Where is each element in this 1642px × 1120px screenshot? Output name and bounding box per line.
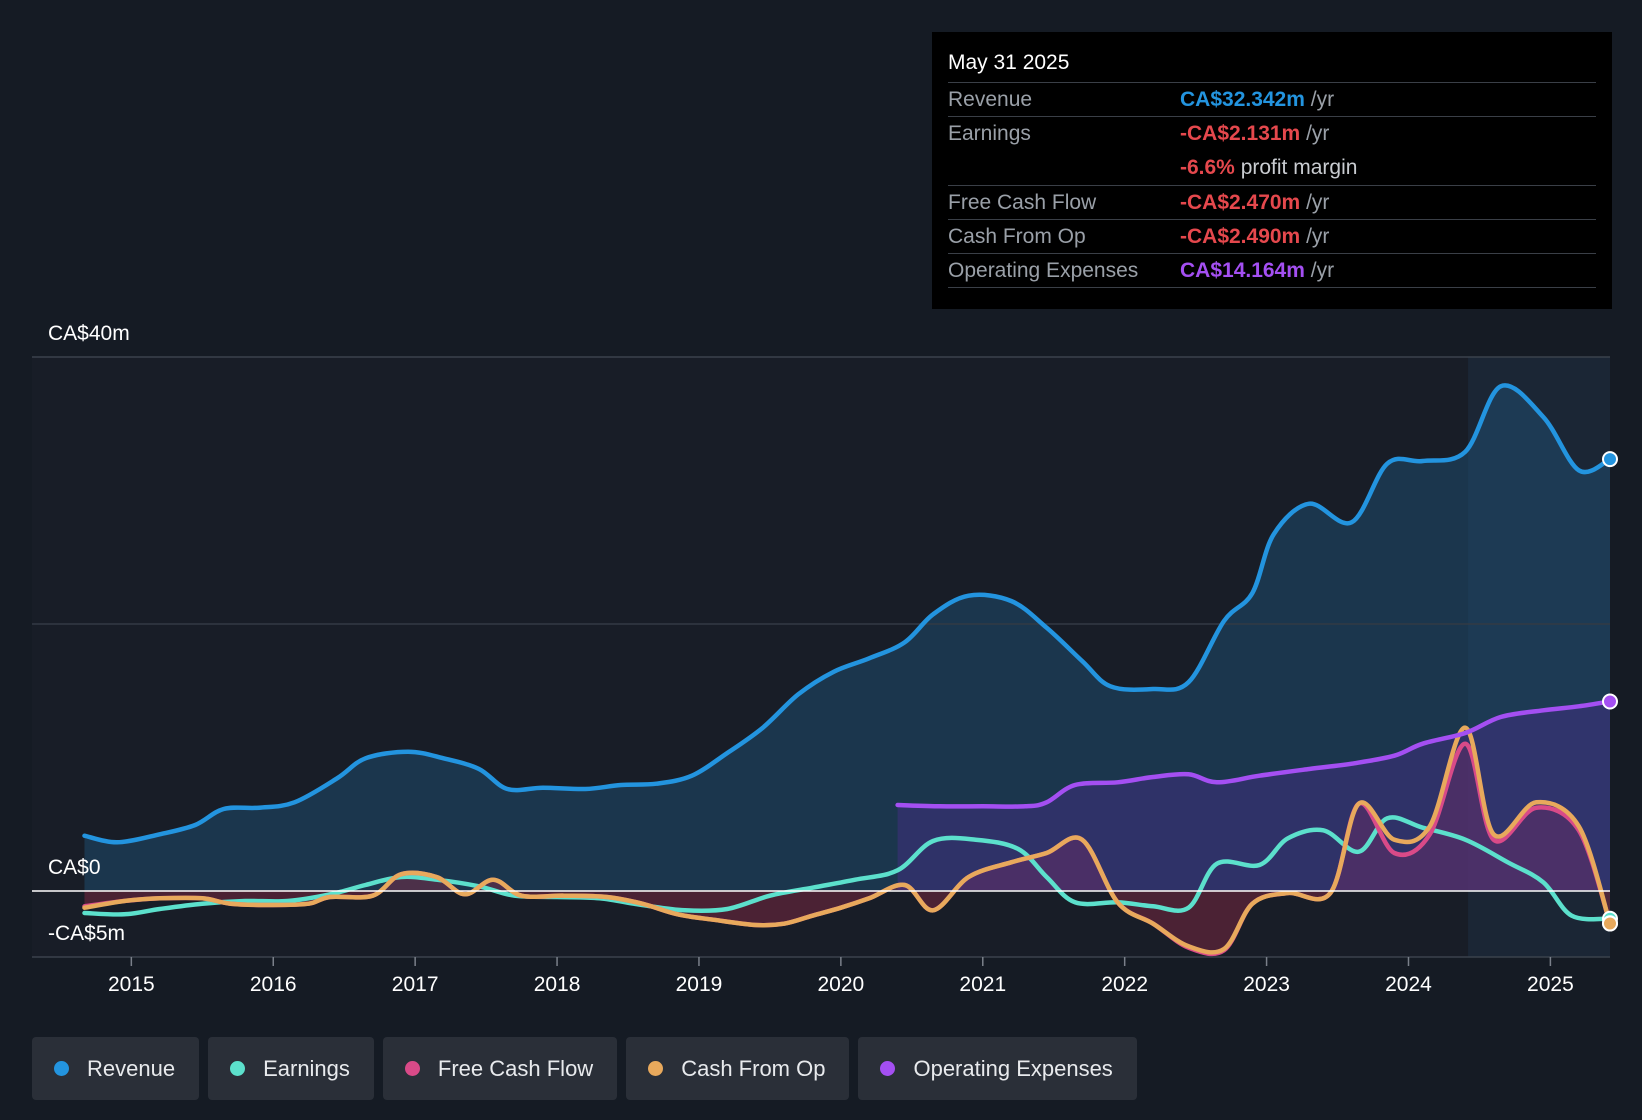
legend-label: Free Cash Flow — [437, 1055, 594, 1081]
line-cash-from-op — [82, 725, 1613, 955]
x-tick-label: 2023 — [1243, 973, 1290, 996]
legend-item-free-cash-flow[interactable]: Free Cash Flow — [382, 1037, 618, 1100]
tooltip-label: Cash From Op — [948, 225, 1086, 248]
tooltip-value: CA$32.342m — [1180, 88, 1305, 111]
x-tick-label: 2024 — [1385, 973, 1432, 996]
line-earnings — [82, 815, 1613, 922]
tooltip-value: -CA$2.490m — [1180, 225, 1301, 248]
tooltip-label: Operating Expenses — [948, 259, 1139, 282]
legend-dot-icon — [404, 1061, 420, 1076]
legend-item-cash-from-op[interactable]: Cash From Op — [626, 1037, 850, 1100]
tooltip-unit: /yr — [1310, 259, 1335, 282]
end-point-cash-from-op — [1602, 915, 1618, 932]
legend-dot-icon — [54, 1061, 69, 1076]
profit-margin-text: profit margin — [1240, 156, 1358, 179]
tooltip-label: Free Cash Flow — [948, 191, 1097, 214]
legend-label: Earnings — [263, 1055, 350, 1081]
x-tick-label: 2016 — [250, 973, 297, 996]
end-point-revenue — [1602, 451, 1618, 468]
tooltip-unit: /yr — [1310, 88, 1335, 111]
tooltip-row-fcf: Free Cash Flow -CA$2.470m /yr — [948, 186, 1596, 220]
x-tick-label: 2025 — [1527, 973, 1574, 996]
tooltip-label: Earnings — [948, 122, 1031, 145]
tooltip-row-revenue: Revenue CA$32.342m /yr — [948, 83, 1596, 117]
tooltip-value: CA$14.164m — [1180, 259, 1305, 282]
tooltip-row-earnings: Earnings -CA$2.131m /yr -6.6% profit mar… — [948, 117, 1596, 186]
legend-item-operating-expenses[interactable]: Operating Expenses — [858, 1037, 1137, 1100]
x-tick-label: 2017 — [392, 973, 439, 996]
x-tick-label: 2018 — [534, 973, 581, 996]
legend-dot-icon — [648, 1061, 664, 1076]
tooltip: May 31 2025 Revenue CA$32.342m /yr Earni… — [932, 32, 1612, 309]
tooltip-unit: /yr — [1306, 225, 1330, 248]
legend-item-earnings[interactable]: Earnings — [208, 1037, 374, 1100]
x-tick-label: 2020 — [818, 973, 865, 996]
area-operating-expenses — [897, 701, 1610, 891]
legend-label: Cash From Op — [681, 1055, 826, 1081]
y-label-zero: CA$0 — [48, 856, 101, 879]
legend-item-revenue[interactable]: Revenue — [32, 1037, 200, 1100]
tooltip-unit: /yr — [1306, 122, 1330, 145]
legend-label: Operating Expenses — [913, 1055, 1113, 1081]
tooltip-date: May 31 2025 — [948, 48, 1596, 83]
y-label-top: CA$40m — [48, 322, 130, 345]
legend-dot-icon — [880, 1061, 896, 1076]
tooltip-row-opex: Operating Expenses CA$14.164m /yr — [948, 254, 1596, 288]
line-revenue — [82, 383, 1613, 845]
x-tick-label: 2015 — [108, 973, 155, 996]
x-tick-label: 2019 — [676, 973, 723, 996]
y-label-bottom: -CA$5m — [48, 922, 125, 945]
tooltip-value: -CA$2.131m — [1180, 122, 1301, 145]
profit-margin-value: -6.6% — [1180, 156, 1235, 179]
line-operating-expenses — [895, 699, 1613, 809]
tooltip-row-cfo: Cash From Op -CA$2.490m /yr — [948, 220, 1596, 254]
area-free-cash-flow — [84, 743, 1610, 954]
tooltip-value: -CA$2.470m — [1180, 191, 1301, 214]
tooltip-unit: /yr — [1306, 191, 1330, 214]
x-tick-label: 2022 — [1101, 973, 1148, 996]
legend: Revenue Earnings Free Cash Flow Cash Fro… — [32, 1037, 1137, 1100]
end-point-operating-expenses — [1602, 693, 1618, 710]
legend-dot-icon — [230, 1061, 246, 1076]
legend-label: Revenue — [87, 1055, 176, 1081]
tooltip-label: Revenue — [948, 88, 1033, 111]
x-tick-label: 2021 — [959, 973, 1006, 996]
